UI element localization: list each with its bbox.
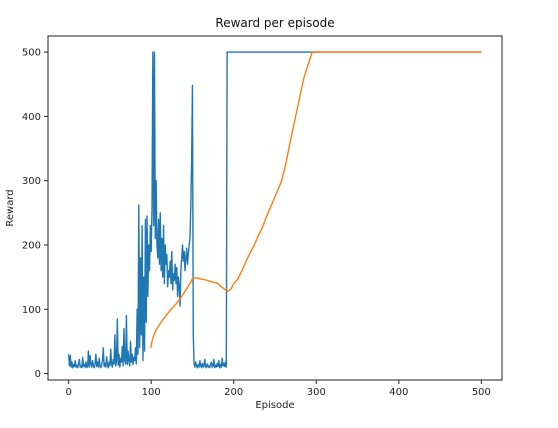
y-axis-label: Reward [5, 189, 16, 226]
y-tick-label: 100 [22, 305, 41, 316]
chart-title: Reward per episode [215, 16, 334, 30]
y-tick-label: 0 [35, 369, 41, 380]
series-line-1 [67, 51, 482, 369]
y-axis: 0 100 200 300 400 500 [22, 48, 48, 380]
x-tick-label: 100 [142, 387, 161, 398]
x-tick-label: 0 [65, 387, 71, 398]
series-layer [67, 51, 482, 369]
series-line-2 [149, 51, 482, 349]
x-tick-label: 300 [307, 387, 326, 398]
plot-frame [47, 35, 503, 381]
x-tick-label: 200 [224, 387, 243, 398]
x-tick-label: 500 [472, 387, 491, 398]
x-tick-label: 400 [389, 387, 408, 398]
y-tick-label: 400 [22, 112, 41, 123]
x-axis: 0 100 200 300 400 500 [65, 380, 491, 398]
x-axis-label: Episode [255, 400, 294, 411]
y-tick-label: 200 [22, 240, 41, 251]
y-tick-label: 300 [22, 176, 41, 187]
y-tick-label: 500 [22, 48, 41, 59]
